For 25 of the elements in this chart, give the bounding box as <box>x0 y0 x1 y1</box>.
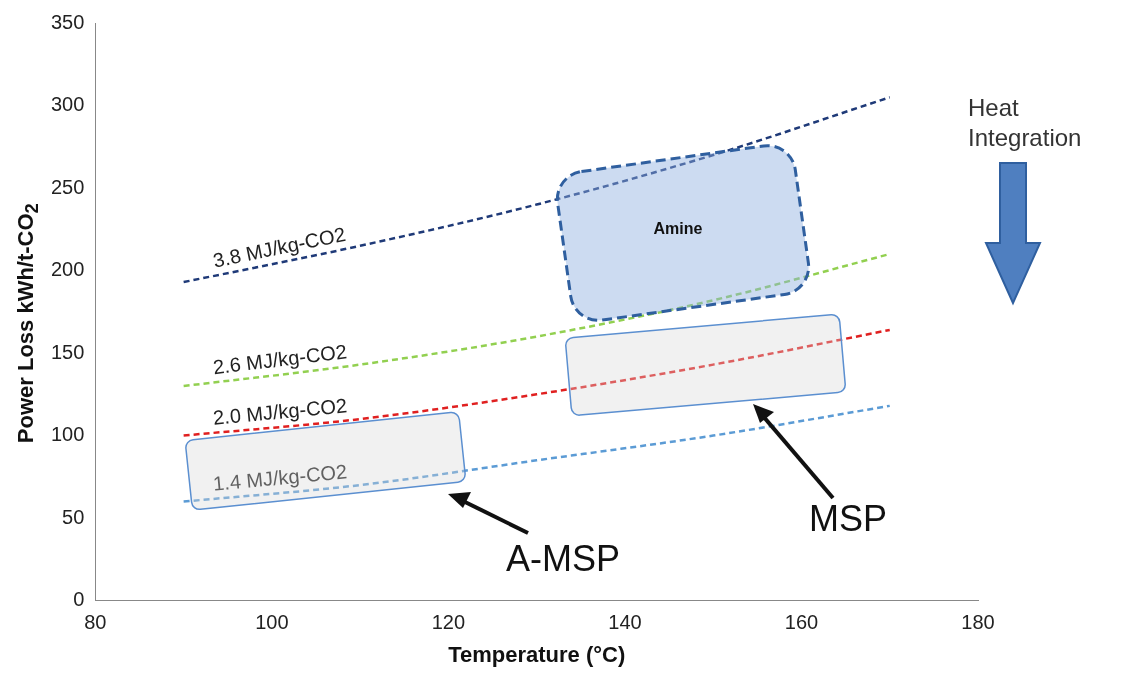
text: 2.0 MJ/kg-CO2 <box>212 394 349 429</box>
annotation: MSP <box>808 498 888 540</box>
x-axis-title: Temperature (°C) <box>448 641 626 667</box>
y-tick-label: 150 <box>50 340 85 363</box>
y-tick-label: 0 <box>73 588 85 611</box>
annotation: Heat Integration <box>968 93 1083 153</box>
x-tick-label: 160 <box>784 611 819 634</box>
text: 1.4 MJ/kg-CO2 <box>212 460 349 495</box>
x-tick-label: 180 <box>961 611 995 634</box>
y-tick-label: 200 <box>50 258 85 281</box>
y-tick-label: 300 <box>50 93 85 116</box>
x-tick-label: 100 <box>255 611 289 634</box>
y-tick-label: 100 <box>50 423 85 446</box>
text: 3.8 MJ/kg-CO2 <box>211 222 348 272</box>
y-tick-label: 250 <box>50 175 85 198</box>
x-tick-label: 120 <box>431 611 466 634</box>
y-tick-label: 50 <box>62 505 85 528</box>
line-series <box>182 328 891 437</box>
annotation: A-MSP <box>505 538 621 580</box>
x-tick-label: 80 <box>84 611 107 634</box>
x-tick-label: 140 <box>608 611 642 634</box>
annotation: Amine <box>652 220 704 238</box>
y-tick-label: 350 <box>50 10 85 33</box>
text: 2.6 MJ/kg-CO2 <box>211 340 348 379</box>
line-series <box>182 96 891 284</box>
